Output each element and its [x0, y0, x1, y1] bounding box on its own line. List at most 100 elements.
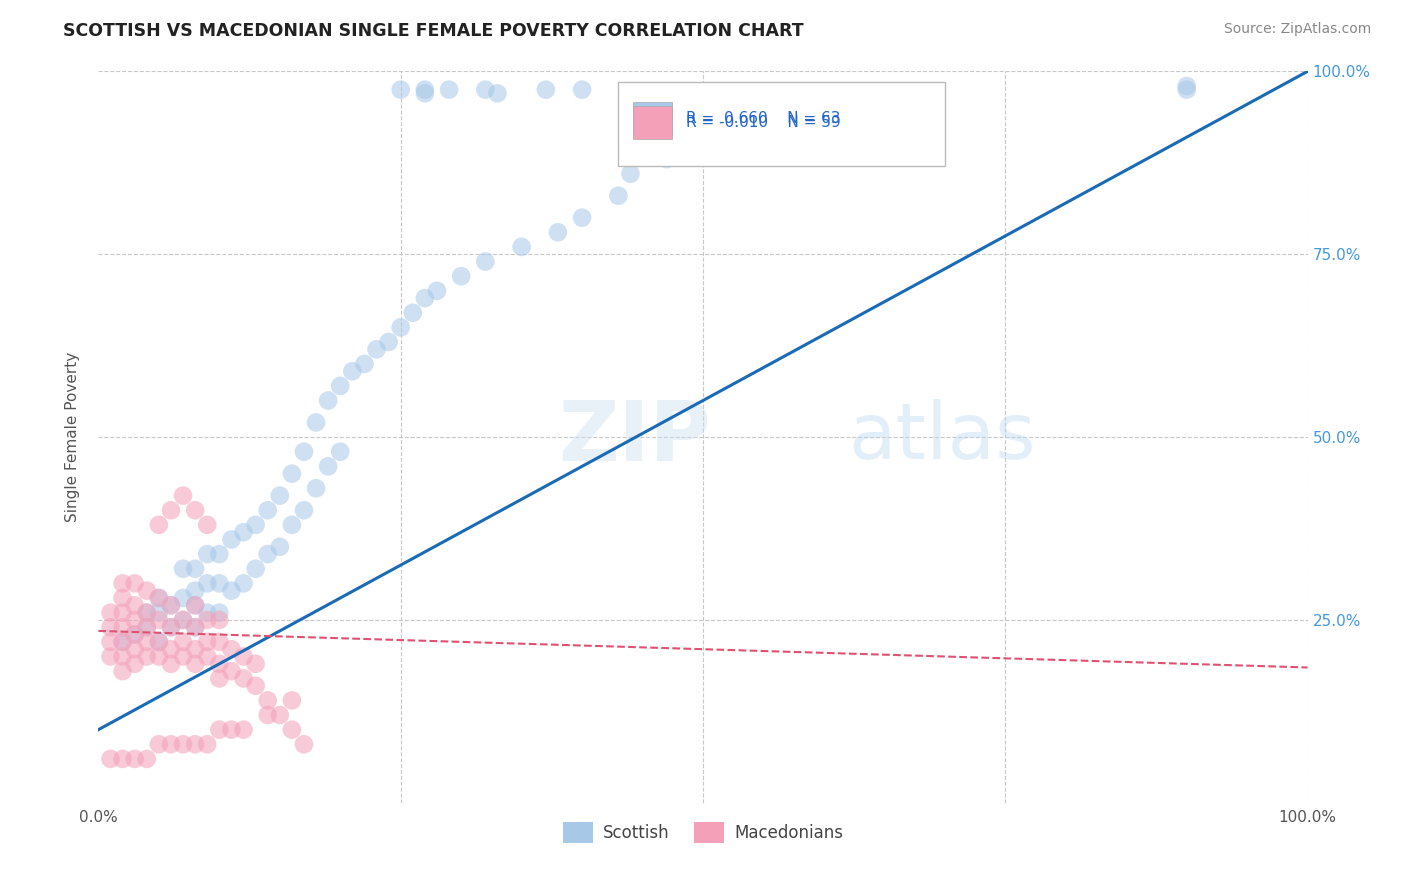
Point	[245, 517, 267, 532]
Point	[172, 591, 194, 605]
Point	[135, 649, 157, 664]
Point	[292, 737, 315, 751]
Point	[148, 591, 170, 605]
Point	[100, 649, 122, 664]
Point	[316, 459, 339, 474]
Point	[208, 723, 231, 737]
Point	[256, 708, 278, 723]
Point	[100, 620, 122, 634]
Point	[232, 576, 254, 591]
Point	[232, 672, 254, 686]
Point	[245, 679, 267, 693]
Point	[256, 547, 278, 561]
Point	[111, 664, 134, 678]
Point	[172, 489, 194, 503]
Point	[160, 599, 183, 613]
Point	[269, 540, 291, 554]
Point	[221, 583, 243, 598]
Point	[172, 613, 194, 627]
Point	[148, 635, 170, 649]
Point	[135, 620, 157, 634]
Point	[100, 752, 122, 766]
Point	[607, 188, 630, 202]
Point	[402, 306, 425, 320]
Point	[534, 83, 557, 97]
Point	[160, 503, 183, 517]
Point	[232, 525, 254, 540]
Point	[135, 635, 157, 649]
Point	[172, 649, 194, 664]
Point	[305, 416, 328, 430]
Text: R =  0.660    N = 63: R = 0.660 N = 63	[686, 111, 841, 126]
Point	[160, 737, 183, 751]
Point	[195, 635, 218, 649]
Point	[172, 635, 194, 649]
Point	[389, 320, 412, 334]
Point	[208, 547, 231, 561]
Point	[208, 672, 231, 686]
Text: ZIP: ZIP	[558, 397, 710, 477]
Point	[184, 599, 207, 613]
Bar	[633, 106, 672, 138]
Point	[256, 693, 278, 707]
Point	[124, 752, 146, 766]
Point	[195, 606, 218, 620]
Point	[172, 562, 194, 576]
Point	[100, 606, 122, 620]
Point	[148, 737, 170, 751]
Point	[305, 481, 328, 495]
Point	[184, 642, 207, 657]
Point	[135, 606, 157, 620]
Point	[413, 83, 436, 97]
Point	[195, 547, 218, 561]
Point	[208, 613, 231, 627]
Point	[184, 503, 207, 517]
Point	[124, 599, 146, 613]
Point	[172, 613, 194, 627]
Point	[329, 379, 352, 393]
Point	[619, 167, 641, 181]
Point	[148, 591, 170, 605]
Point	[148, 613, 170, 627]
Point	[184, 583, 207, 598]
Point	[389, 83, 412, 97]
Point	[450, 269, 472, 284]
Point	[474, 254, 496, 268]
Point	[135, 583, 157, 598]
Point	[195, 613, 218, 627]
Text: Source: ZipAtlas.com: Source: ZipAtlas.com	[1223, 22, 1371, 37]
Point	[195, 649, 218, 664]
Point	[148, 635, 170, 649]
Point	[208, 606, 231, 620]
Point	[221, 664, 243, 678]
Point	[221, 533, 243, 547]
Point	[208, 657, 231, 671]
Point	[353, 357, 375, 371]
Point	[281, 517, 304, 532]
Text: atlas: atlas	[848, 399, 1036, 475]
Point	[124, 657, 146, 671]
Point	[124, 627, 146, 641]
Point	[413, 87, 436, 101]
Point	[316, 393, 339, 408]
Point	[292, 503, 315, 517]
Point	[208, 635, 231, 649]
Point	[184, 737, 207, 751]
Point	[148, 649, 170, 664]
Point	[135, 620, 157, 634]
Y-axis label: Single Female Poverty: Single Female Poverty	[65, 352, 80, 522]
Point	[413, 291, 436, 305]
Point	[195, 737, 218, 751]
Point	[160, 657, 183, 671]
Point	[124, 613, 146, 627]
Point	[111, 606, 134, 620]
Point	[474, 83, 496, 97]
Point	[655, 152, 678, 166]
Point	[135, 606, 157, 620]
Point	[221, 723, 243, 737]
Point	[124, 642, 146, 657]
Point	[426, 284, 449, 298]
Point	[124, 627, 146, 641]
Bar	[619, 82, 945, 167]
Point	[160, 620, 183, 634]
